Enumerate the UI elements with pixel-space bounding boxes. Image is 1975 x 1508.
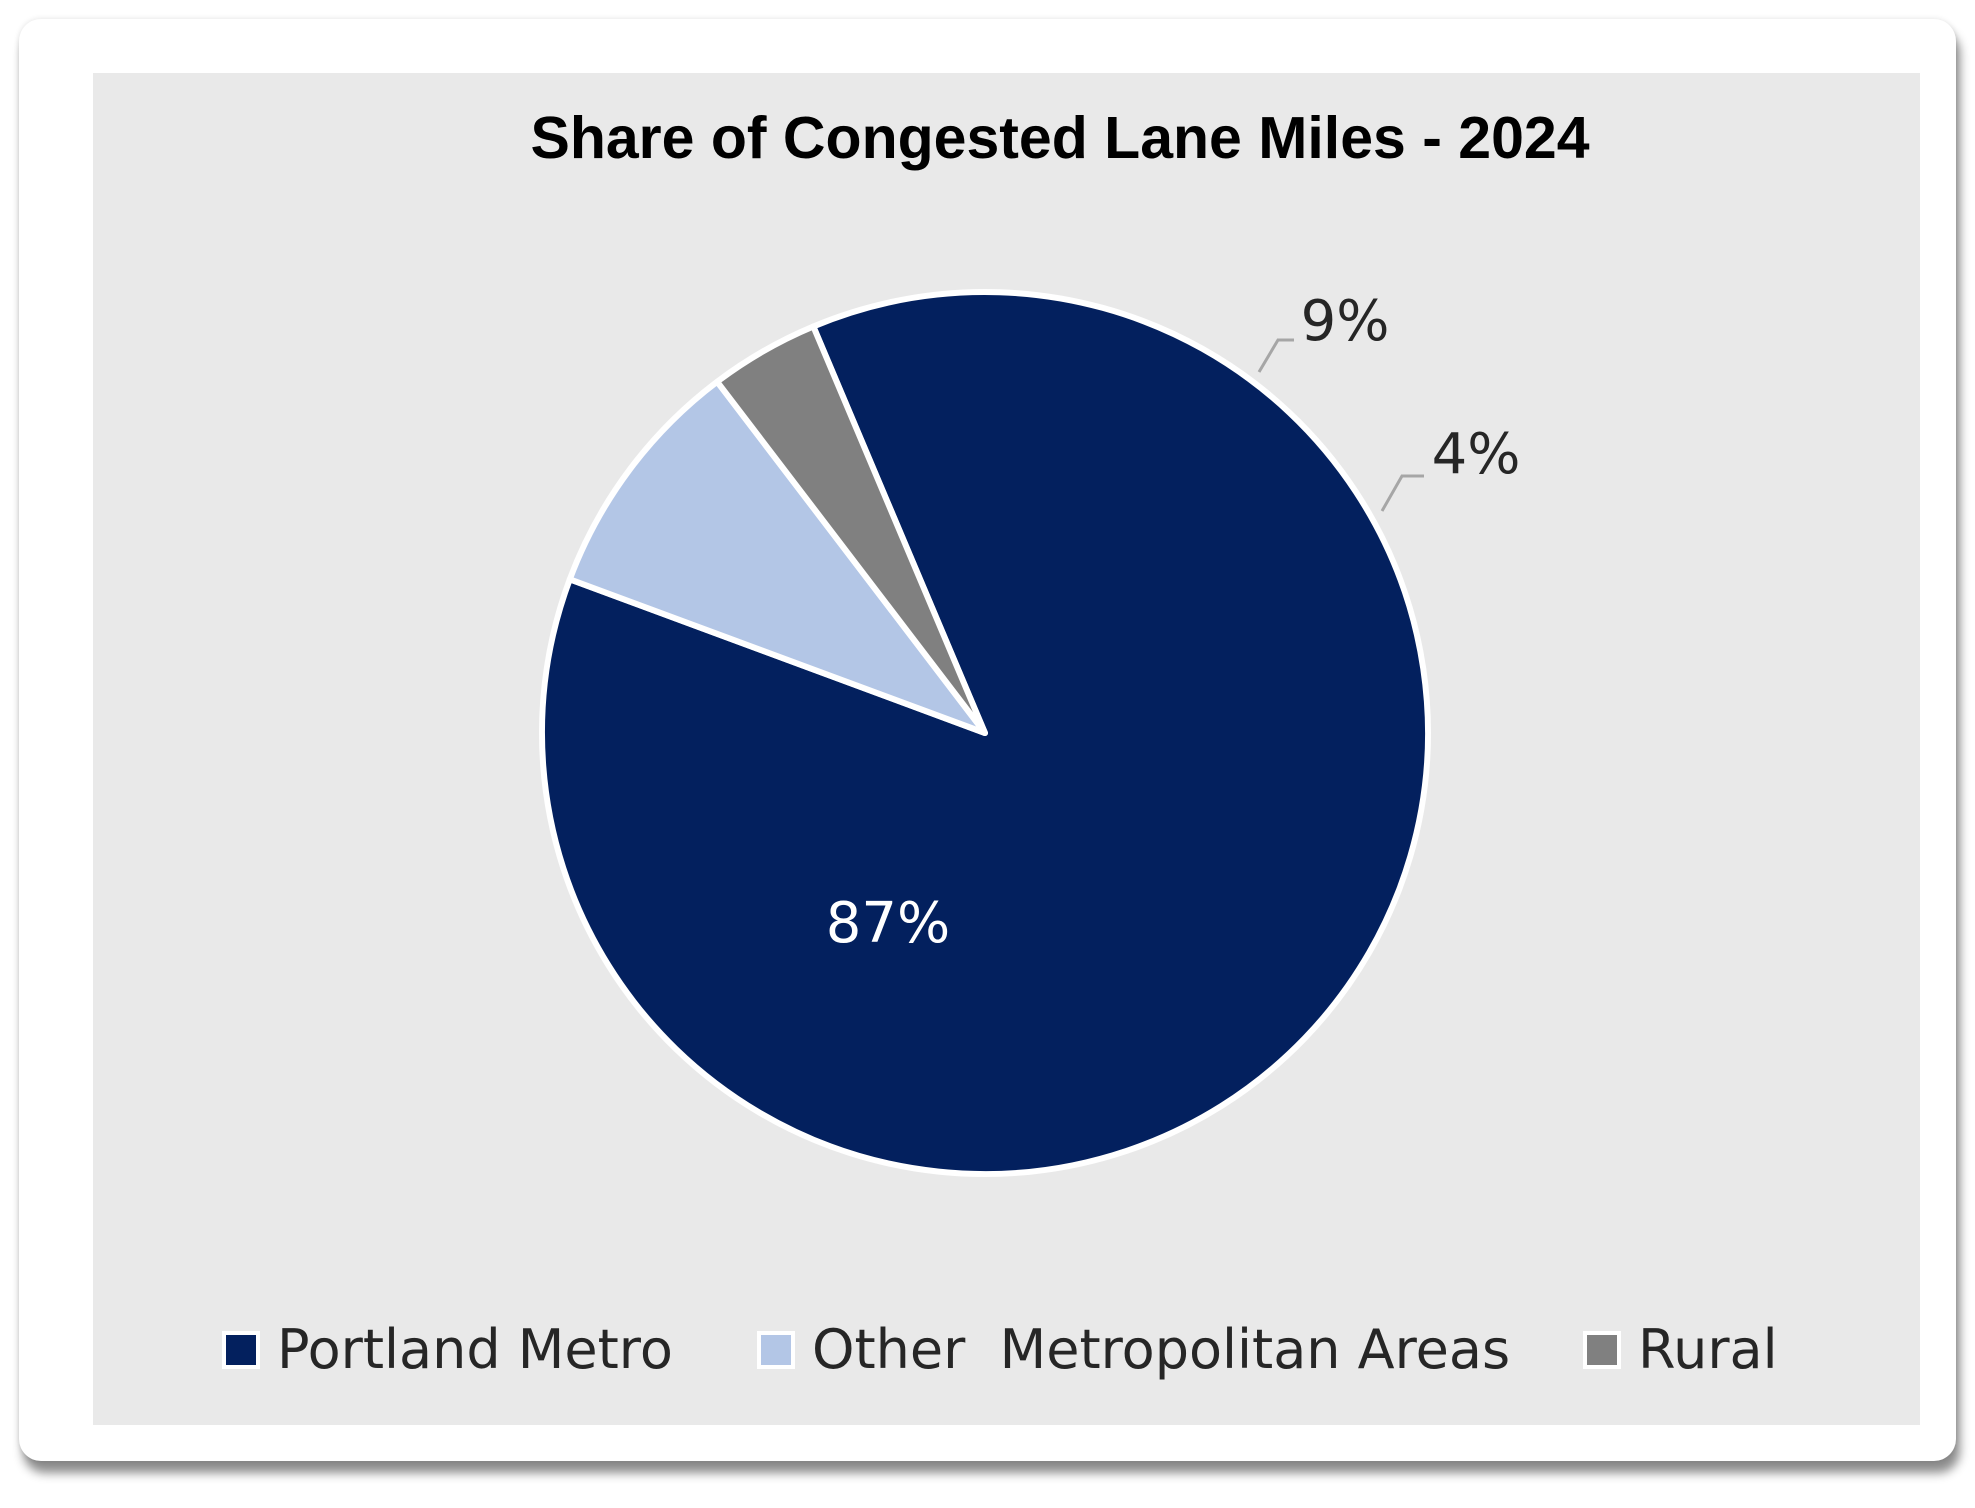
legend: Portland Metro Other Metropolitan Areas …: [0, 1318, 1975, 1388]
data-label-portland-metro: 87%: [826, 891, 950, 956]
legend-item-rural: Rural: [1583, 1318, 1778, 1381]
legend-label-portland-metro: Portland Metro: [277, 1318, 673, 1381]
data-label-rural: 4%: [1432, 422, 1521, 487]
legend-swatch-other-metropolitan-areas: [757, 1330, 795, 1369]
legend-swatch-portland-metro: [222, 1330, 260, 1369]
legend-item-other-metropolitan-areas: Other Metropolitan Areas: [757, 1318, 1510, 1381]
data-label-other-metropolitan-areas: 9%: [1301, 289, 1390, 354]
leader-line-other-metropolitan-areas: [1257, 338, 1294, 373]
leader-line-rural: [1380, 474, 1424, 512]
legend-swatch-rural: [1583, 1330, 1621, 1369]
pie-slice-other-metropolitan-areas: [566, 378, 988, 736]
legend-label-other-metropolitan-areas: Other Metropolitan Areas: [812, 1318, 1511, 1381]
legend-label-rural: Rural: [1638, 1318, 1778, 1381]
legend-item-portland-metro: Portland Metro: [222, 1318, 673, 1381]
pie-slice-rural: [714, 323, 988, 736]
chart-title: Share of Congested Lane Miles - 2024: [530, 105, 1590, 171]
